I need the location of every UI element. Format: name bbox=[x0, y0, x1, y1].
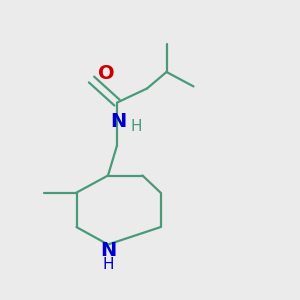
Text: N: N bbox=[100, 241, 116, 260]
Text: N: N bbox=[110, 112, 127, 131]
Text: H: H bbox=[102, 257, 114, 272]
Text: O: O bbox=[98, 64, 115, 83]
Text: H: H bbox=[131, 119, 142, 134]
